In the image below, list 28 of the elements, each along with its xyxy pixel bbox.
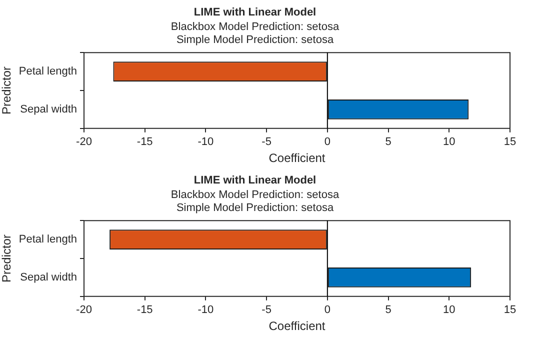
chart-title: LIME with Linear Model <box>194 6 316 19</box>
x-tick-label: -20 <box>76 136 92 148</box>
x-tick-label: -10 <box>198 304 214 316</box>
x-tick-label: 5 <box>385 304 392 316</box>
x-axis-title: Coefficient <box>268 319 326 334</box>
x-tick-label: -15 <box>136 304 153 316</box>
x-tick-label: -15 <box>136 136 153 148</box>
y-tick-label: Petal length <box>18 234 77 246</box>
chart-subtitle: Blackbox Model Prediction: setosa Simple Model Prediction: setosa <box>170 20 340 46</box>
y-tick-label: Petal length <box>18 66 77 78</box>
y-axis-title: Predictor <box>0 234 14 283</box>
x-tick-label: 10 <box>443 304 456 316</box>
x-axis-title: Coefficient <box>268 151 326 166</box>
x-tick-label: -5 <box>262 136 272 148</box>
chart-subtitle: Blackbox Model Prediction: setosa Simple Model Prediction: setosa <box>170 188 340 214</box>
x-tick-label: 0 <box>324 136 330 148</box>
x-tick-label: 15 <box>504 136 516 148</box>
y-axis-title: Predictor <box>0 66 14 115</box>
x-tick-label: 0 <box>324 304 330 316</box>
y-tick-label: Sepal width <box>20 103 77 116</box>
x-tick-label: 10 <box>443 136 456 148</box>
x-tick-label: 5 <box>385 136 392 148</box>
x-tick-label: -5 <box>262 304 272 316</box>
y-tick-label: Sepal width <box>20 271 77 284</box>
chart-title: LIME with Linear Model <box>194 174 316 187</box>
x-tick-label: -20 <box>76 304 92 316</box>
x-tick-label: -10 <box>198 136 214 148</box>
x-tick-label: 15 <box>504 304 516 316</box>
